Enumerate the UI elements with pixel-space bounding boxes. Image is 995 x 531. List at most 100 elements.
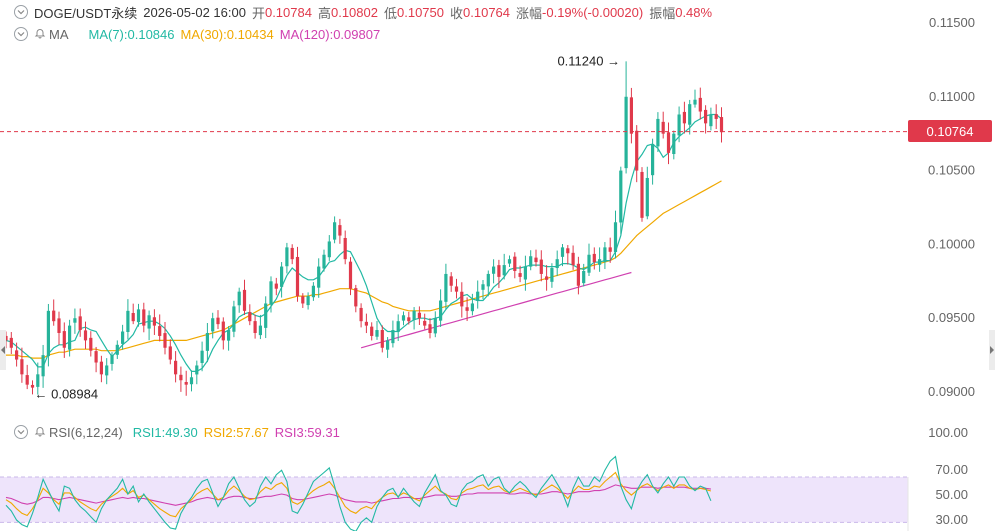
candle-body: [354, 288, 358, 307]
candle-body: [629, 97, 633, 134]
alert-bell-icon[interactable]: [34, 27, 46, 42]
candle-body: [306, 296, 310, 306]
close-value: 0.10764: [463, 4, 511, 20]
candle-body: [704, 109, 708, 124]
candle-body: [560, 247, 565, 257]
candle-body: [126, 310, 130, 332]
candle-body: [174, 360, 178, 375]
scroll-left-handle[interactable]: [0, 330, 6, 370]
candle-body: [513, 256, 517, 271]
candle-body: [264, 303, 268, 328]
candle-body: [9, 337, 13, 348]
rsi-axis-tick: 30.00: [935, 512, 968, 527]
datetime-label: 2026-05-02 16:00: [143, 4, 246, 20]
candle-body: [682, 111, 686, 124]
ma30-value: MA(30):0.10434: [180, 26, 274, 42]
rsi1-value: RSI1:49.30: [132, 424, 198, 440]
candle-body: [465, 307, 469, 311]
rsi-axis-tick: 100.00: [928, 425, 968, 440]
candle-body: [534, 257, 538, 263]
candle-body: [386, 340, 390, 350]
candle-body: [613, 222, 618, 253]
candle-body: [131, 312, 135, 322]
rsi3-value: RSI3:59.31: [274, 424, 340, 440]
candle-body: [41, 355, 45, 377]
collapse-chevron-icon[interactable]: [14, 5, 28, 19]
candle-body: [502, 265, 506, 276]
candle-body: [327, 241, 331, 258]
candle-body: [492, 266, 496, 274]
candle-body: [73, 318, 77, 323]
candle-body: [407, 317, 411, 322]
candle-body: [121, 331, 125, 344]
candle-body: [322, 254, 326, 269]
open-label: 开: [251, 5, 265, 21]
candle-body: [295, 256, 300, 297]
candle-body: [4, 335, 8, 341]
symbol-label: DOGE/USDT永续: [34, 5, 138, 21]
candle-body: [693, 99, 697, 105]
candle-body: [274, 283, 278, 289]
rsi-indicator-name[interactable]: RSI(6,12,24): [49, 424, 123, 440]
candle-body: [587, 254, 591, 273]
candle-body: [110, 355, 114, 364]
candle-body: [598, 259, 602, 265]
ma-indicator-name[interactable]: MA: [49, 26, 69, 42]
candle-body: [115, 344, 119, 355]
candle-body: [94, 351, 98, 363]
candle-body: [550, 268, 554, 282]
high-marker-label: 0.11240 →: [557, 53, 620, 68]
candle-body: [571, 252, 575, 266]
candle-body: [242, 289, 247, 311]
candle-body: [232, 306, 236, 332]
price-axis-tick: 0.10500: [928, 163, 975, 178]
candle-body: [147, 315, 151, 329]
current-price-tag: 0.10764: [908, 120, 992, 142]
amplitude-label: 振幅: [649, 5, 676, 21]
candle-body: [317, 266, 321, 288]
candle-body: [651, 144, 655, 176]
low-marker-label: ← 0.08984: [35, 386, 99, 401]
rsi2-value: RSI2:57.67: [203, 424, 269, 440]
candle-body: [52, 310, 56, 322]
candle-body: [470, 303, 474, 312]
alert-bell-icon[interactable]: [34, 425, 46, 440]
high-value: 0.10802: [330, 4, 378, 20]
candle-body: [619, 170, 623, 223]
candle-body: [529, 256, 533, 267]
price-axis-tick: 0.11000: [929, 89, 975, 104]
candle-body: [184, 382, 188, 385]
candle-body: [46, 310, 50, 357]
candle-body: [158, 326, 162, 336]
candle-body: [370, 326, 374, 336]
candle-body: [375, 330, 379, 337]
candle-body: [688, 104, 692, 125]
collapse-chevron-icon[interactable]: [14, 27, 28, 41]
candle-body: [507, 259, 512, 264]
candle-body: [359, 307, 363, 322]
scroll-right-handle[interactable]: [989, 330, 995, 370]
candle-body: [62, 331, 66, 348]
candle-body: [221, 321, 225, 341]
close-label: 收: [450, 5, 464, 21]
rsi-legend-row: RSI(6,12,24) RSI1:49.30 RSI2:57.67 RSI3:…: [14, 423, 340, 441]
candle-body: [624, 96, 628, 169]
candle-body: [179, 374, 183, 381]
candle-body: [105, 365, 109, 376]
candle-body: [428, 324, 432, 333]
high-label: 高: [317, 5, 331, 21]
ohlc-info-row: DOGE/USDT永续 2026-05-02 16:00 开 0.10784 高…: [14, 3, 712, 21]
candle-body: [672, 133, 676, 155]
candle-body: [364, 321, 368, 326]
open-value: 0.10784: [264, 4, 312, 20]
collapse-chevron-icon[interactable]: [14, 425, 28, 439]
rsi3-line: [5, 484, 711, 506]
rsi2-line: [5, 471, 712, 518]
candle-body: [338, 225, 342, 236]
candle-body: [640, 171, 644, 218]
candle-body: [380, 329, 384, 348]
candle-body: [15, 350, 19, 360]
candle-body: [301, 296, 305, 304]
candle-body: [656, 118, 660, 147]
